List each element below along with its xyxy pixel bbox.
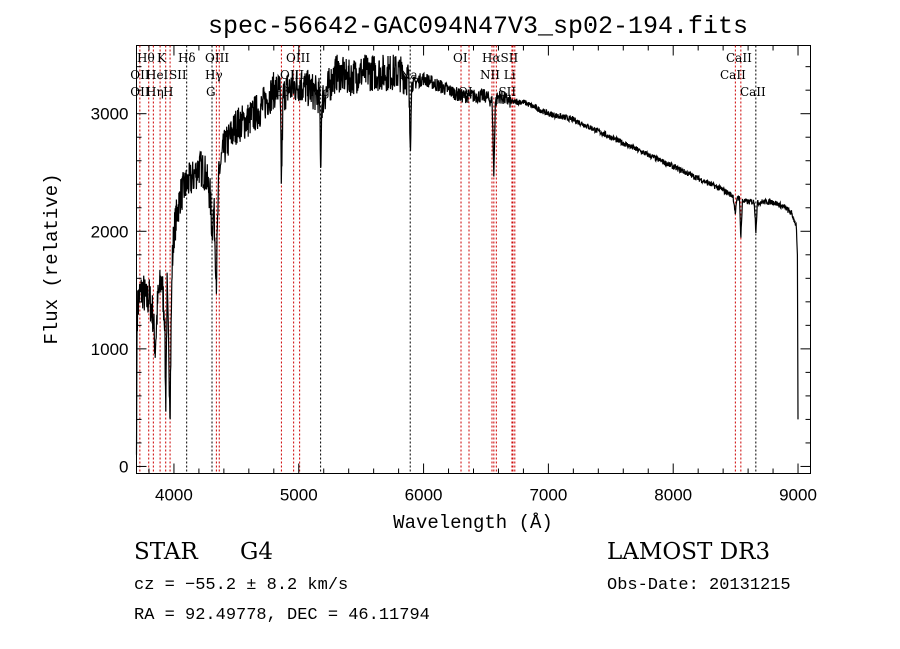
object-subclass: G4: [240, 539, 273, 565]
redshift-cz: cz = −55.2 ± 8.2 km/s: [134, 576, 348, 595]
x-tick-label: 7000: [529, 486, 567, 505]
line-label: Hδ: [178, 51, 196, 65]
line-label: OIII: [205, 51, 229, 65]
x-tick-label: 5000: [280, 486, 318, 505]
y-tick-label: 2000: [91, 222, 129, 241]
object-class: STAR: [134, 539, 198, 565]
x-axis-label: Wavelength (Å): [393, 512, 553, 534]
line-label: OII: [130, 85, 150, 99]
y-tick-label: 3000: [91, 105, 129, 124]
line-label: CaII: [740, 85, 766, 99]
chart-title: spec-56642-GAC094N47V3_sp02-194.fits: [208, 12, 748, 41]
line-label: G: [206, 85, 216, 99]
line-label: HαSII: [482, 51, 519, 65]
line-label: OI: [453, 51, 468, 65]
line-label: Hγ: [205, 68, 223, 82]
spectrum-line: [135, 54, 799, 455]
line-label: Hθ: [137, 51, 155, 65]
plot-frame: [136, 45, 811, 474]
axis-ticks: 4000 5000 6000 7000 8000 9000 0 1000 2000 3000: [91, 45, 817, 505]
y-axis-label: Flux (relative): [41, 173, 63, 344]
line-label: SII: [169, 68, 187, 82]
x-tick-label: 9000: [779, 486, 817, 505]
line-label: NII Li: [480, 68, 516, 82]
reference-lines: [139, 45, 757, 474]
line-label: CaII: [726, 51, 752, 65]
survey-name: LAMOST DR3: [607, 539, 770, 565]
y-tick-label: 1000: [91, 340, 129, 359]
y-tick-label: 0: [119, 457, 128, 476]
line-label: OII: [130, 68, 150, 82]
x-tick-label: 4000: [155, 486, 193, 505]
line-label: K: [157, 51, 167, 65]
x-tick-label: 6000: [405, 486, 443, 505]
ra-dec: RA = 92.49778, DEC = 46.11794: [134, 606, 430, 625]
line-label: HeI: [146, 68, 169, 82]
line-label: SII: [498, 85, 516, 99]
line-label: OIII: [286, 51, 310, 65]
line-label: CaII: [720, 68, 746, 82]
line-label: H: [163, 85, 173, 99]
line-label: Hη: [146, 85, 164, 99]
obs-date: Obs-Date: 20131215: [607, 576, 791, 595]
x-tick-label: 8000: [654, 486, 692, 505]
